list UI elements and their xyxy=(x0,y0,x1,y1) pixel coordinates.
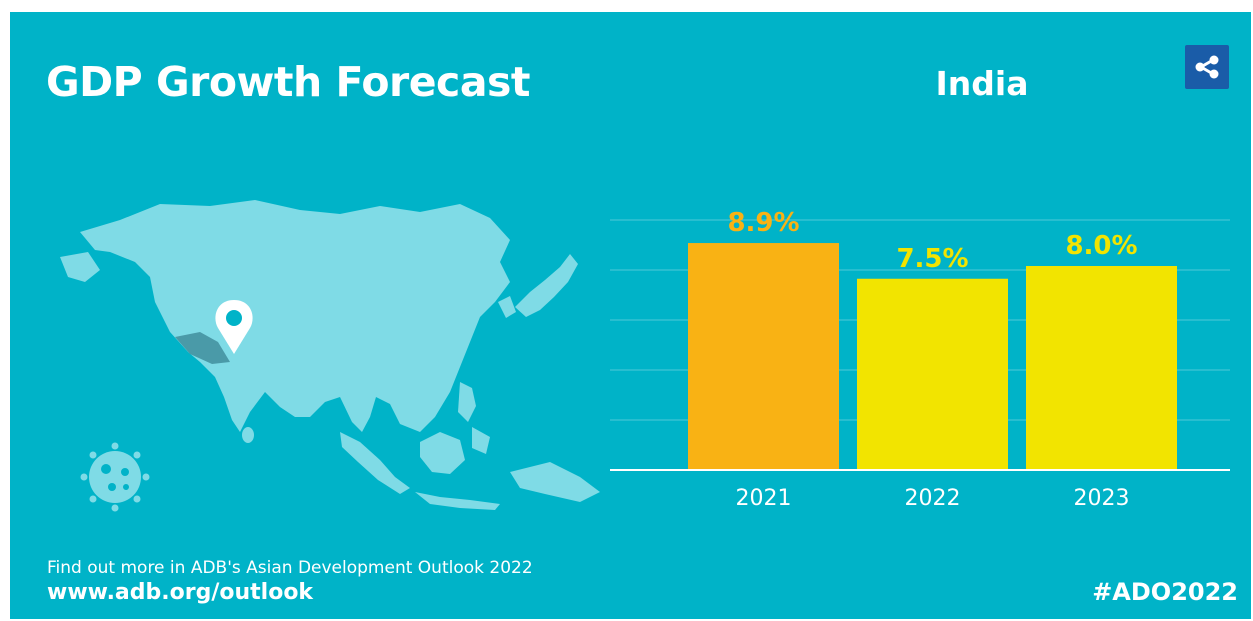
infographic-card: GDP Growth Forecast India xyxy=(10,12,1251,619)
data-label-2022: 7.5% xyxy=(896,244,968,274)
bar-2023 xyxy=(1026,266,1177,470)
x-tick-2021: 2021 xyxy=(736,486,792,511)
share-button[interactable] xyxy=(1185,45,1229,89)
hashtag: #ADO2022 xyxy=(1092,578,1238,606)
chart-bars xyxy=(688,243,1177,470)
x-tick-2023: 2023 xyxy=(1074,486,1130,511)
share-icon xyxy=(1195,55,1219,79)
bar-2021 xyxy=(688,243,839,470)
chart-country-title: India xyxy=(935,64,1029,103)
chart-data-labels: 8.9% 7.5% 8.0% xyxy=(727,208,1137,274)
footer-url-link[interactable]: www.adb.org/outlook xyxy=(47,580,314,605)
location-pin-icon xyxy=(215,300,253,354)
footer-note: Find out more in ADB's Asian Development… xyxy=(47,558,533,578)
page-title: GDP Growth Forecast xyxy=(46,58,531,106)
bar-2022 xyxy=(857,278,1008,470)
x-tick-2022: 2022 xyxy=(905,486,961,511)
bar-chart: 8.9% 7.5% 8.0% 2021 2022 2023 xyxy=(610,208,1230,511)
data-label-2021: 8.9% xyxy=(727,208,799,238)
virus-icon xyxy=(80,442,150,512)
chart-x-tick-labels: 2021 2022 2023 xyxy=(736,486,1130,511)
asia-map xyxy=(60,200,600,510)
data-label-2023: 8.0% xyxy=(1065,231,1137,261)
